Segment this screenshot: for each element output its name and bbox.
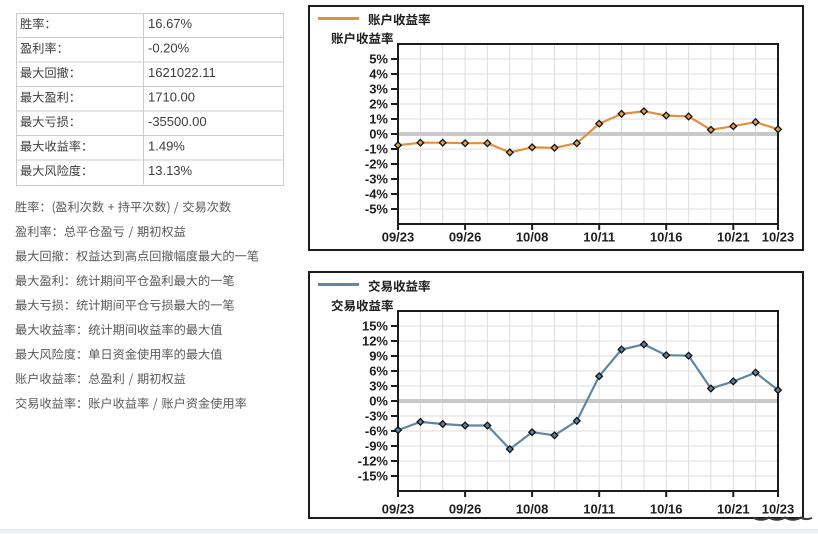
svg-text:-9%: -9% — [365, 439, 389, 454]
svg-text:1621022.11: 1621022.11 — [148, 65, 216, 80]
svg-text:16.67%: 16.67% — [148, 16, 193, 31]
svg-text:09/23: 09/23 — [382, 230, 415, 245]
svg-text:10/16: 10/16 — [650, 230, 683, 245]
svg-text:-2%: -2% — [365, 157, 389, 172]
svg-text:-35500.00: -35500.00 — [148, 114, 207, 129]
svg-text:10/11: 10/11 — [583, 230, 615, 245]
svg-text:0%: 0% — [369, 127, 388, 142]
svg-text:10/23: 10/23 — [762, 502, 795, 517]
svg-text:10/11: 10/11 — [583, 502, 615, 517]
svg-text:-4%: -4% — [365, 187, 389, 202]
svg-text:09/26: 09/26 — [449, 502, 482, 517]
svg-text:9%: 9% — [369, 349, 388, 364]
svg-text:10/21: 10/21 — [717, 502, 750, 517]
svg-text:15%: 15% — [362, 319, 388, 334]
svg-text:10/21: 10/21 — [717, 230, 750, 245]
svg-text:13.13%: 13.13% — [148, 163, 193, 178]
svg-text:6%: 6% — [369, 364, 388, 379]
svg-text:-1%: -1% — [365, 142, 389, 157]
svg-text:0%: 0% — [369, 394, 388, 409]
svg-text:-5%: -5% — [365, 202, 389, 217]
svg-text:1.49%: 1.49% — [148, 139, 185, 154]
svg-text:2%: 2% — [369, 97, 388, 112]
svg-text:3%: 3% — [369, 82, 388, 97]
svg-text:10/16: 10/16 — [650, 502, 683, 517]
svg-text:09/26: 09/26 — [449, 230, 482, 245]
svg-text:1%: 1% — [369, 112, 388, 127]
svg-text:10/08: 10/08 — [516, 502, 549, 517]
svg-text:-0.20%: -0.20% — [148, 41, 190, 56]
svg-text:4%: 4% — [369, 67, 388, 82]
svg-text:10/23: 10/23 — [762, 230, 795, 245]
svg-text:-15%: -15% — [358, 469, 389, 484]
svg-text:5%: 5% — [369, 52, 388, 67]
svg-text:10/08: 10/08 — [516, 230, 549, 245]
svg-text:-6%: -6% — [365, 424, 389, 439]
svg-text:1710.00: 1710.00 — [148, 90, 195, 105]
svg-text:-12%: -12% — [358, 454, 389, 469]
svg-text:12%: 12% — [362, 334, 388, 349]
svg-text:09/23: 09/23 — [382, 502, 415, 517]
svg-text:-3%: -3% — [365, 172, 389, 187]
svg-text:-3%: -3% — [365, 409, 389, 424]
svg-text:3%: 3% — [369, 379, 388, 394]
